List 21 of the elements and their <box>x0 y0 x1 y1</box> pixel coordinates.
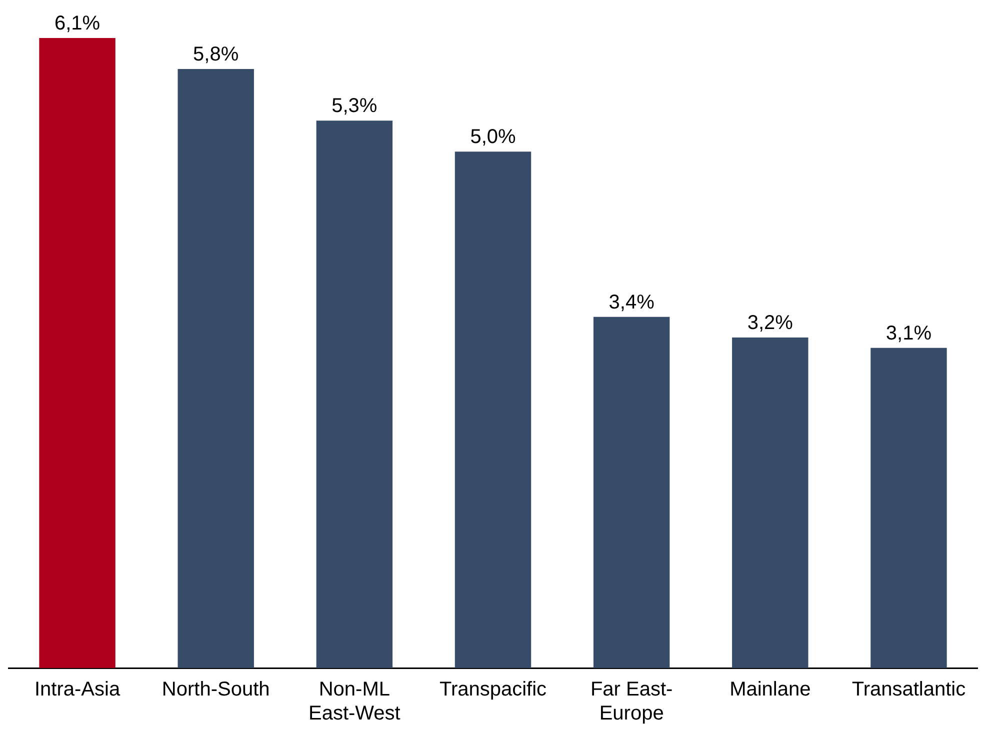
bar <box>316 120 393 668</box>
x-tick-label: North-South <box>162 678 270 701</box>
x-tick-label: Intra-Asia <box>34 678 121 701</box>
x-tick-label: Non-ML East-West <box>308 678 401 725</box>
data-label: 6,1% <box>54 12 100 35</box>
x-tick-label: Transatlantic <box>852 678 966 701</box>
data-label: 5,0% <box>470 126 516 148</box>
data-label: 3,4% <box>608 291 655 314</box>
bar <box>39 38 116 668</box>
bar <box>454 152 532 668</box>
data-label: 3,2% <box>747 312 794 334</box>
x-tick-label: Mainlane <box>730 678 811 701</box>
bar <box>593 316 670 668</box>
bar <box>870 348 947 668</box>
data-label: 3,1% <box>886 322 932 344</box>
data-label: 5,3% <box>332 95 378 118</box>
bar <box>732 338 808 668</box>
x-tick-label: Transpacific <box>439 678 547 701</box>
bar <box>178 68 254 668</box>
data-label: 5,8% <box>193 44 239 66</box>
x-tick-label: Far East- Europe <box>590 678 673 725</box>
